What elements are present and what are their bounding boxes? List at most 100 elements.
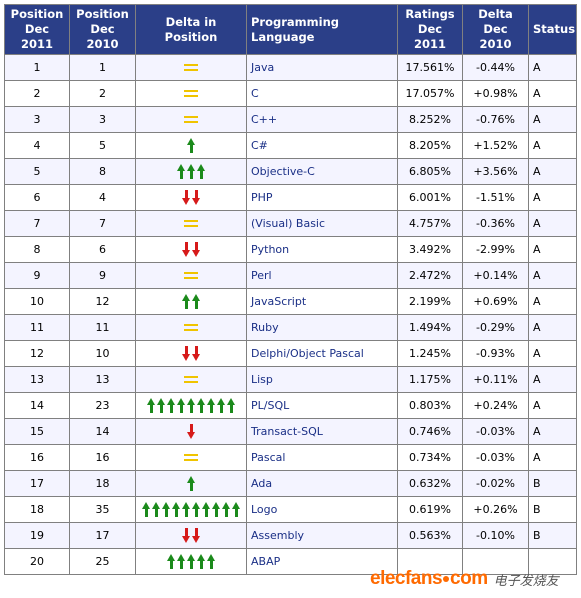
- arrow-up-icon: [166, 398, 176, 413]
- position-2010-cell: 8: [69, 158, 136, 185]
- delta-arrows: [184, 318, 198, 338]
- delta-cell: +0.26%: [462, 496, 529, 523]
- language-cell: Ruby: [246, 314, 398, 341]
- header-row: Position Dec 2011 Position Dec 2010 Delta …: [4, 4, 577, 55]
- table-row: 20 25 ABAP: [4, 548, 577, 575]
- language-cell: PL/SQL: [246, 392, 398, 419]
- table-row: 12 10 Delphi/Object Pascal 1.245% -0.93% A: [4, 340, 577, 367]
- arrow-up-icon: [186, 138, 196, 153]
- arrow-up-icon: [191, 294, 201, 309]
- position-2010-cell: 10: [69, 340, 136, 367]
- table-row: 19 17 Assembly 0.563% -0.10% B: [4, 522, 577, 549]
- delta-arrows: [181, 292, 201, 312]
- delta-position-cell: [135, 548, 247, 575]
- position-2011-cell: 18: [4, 496, 70, 523]
- rating-cell: 0.632%: [397, 470, 463, 497]
- position-2011-cell: 15: [4, 418, 70, 445]
- arrow-down-icon: [191, 346, 201, 361]
- position-2010-cell: 13: [69, 366, 136, 393]
- rating-cell: 0.803%: [397, 392, 463, 419]
- arrow-up-icon: [196, 554, 206, 569]
- delta-arrows: [146, 396, 236, 416]
- table-row: 13 13 Lisp 1.175% +0.11% A: [4, 366, 577, 393]
- arrow-down-icon: [191, 190, 201, 205]
- status-cell: B: [528, 470, 577, 497]
- arrow-up-icon: [166, 554, 176, 569]
- table-row: 17 18 Ada 0.632% -0.02% B: [4, 470, 577, 497]
- delta-arrows: [184, 84, 198, 104]
- position-2011-cell: 8: [4, 236, 70, 263]
- position-2011-cell: 14: [4, 392, 70, 419]
- delta-cell: -0.03%: [462, 418, 529, 445]
- rating-cell: 17.057%: [397, 80, 463, 107]
- rating-cell: 1.175%: [397, 366, 463, 393]
- header-ratings: Ratings Dec 2011: [397, 4, 463, 55]
- arrow-up-icon: [176, 164, 186, 179]
- table-row: 11 11 Ruby 1.494% -0.29% A: [4, 314, 577, 341]
- delta-arrows: [184, 448, 198, 468]
- arrow-down-icon: [181, 242, 191, 257]
- language-cell: Objective-C: [246, 158, 398, 185]
- delta-position-cell: [135, 158, 247, 185]
- header-position-2010: Position Dec 2010: [69, 4, 136, 55]
- position-2010-cell: 7: [69, 210, 136, 237]
- position-2011-cell: 12: [4, 340, 70, 367]
- delta-arrows: [181, 188, 201, 208]
- language-cell: ABAP: [246, 548, 398, 575]
- rating-cell: 1.245%: [397, 340, 463, 367]
- delta-cell: +1.52%: [462, 132, 529, 159]
- delta-arrows: [186, 474, 196, 494]
- position-2010-cell: 18: [69, 470, 136, 497]
- delta-arrows: [184, 110, 198, 130]
- rating-cell: 6.001%: [397, 184, 463, 211]
- language-cell: Java: [246, 54, 398, 81]
- position-2010-cell: 14: [69, 418, 136, 445]
- status-cell: A: [528, 184, 577, 211]
- position-2011-cell: 5: [4, 158, 70, 185]
- arrow-up-icon: [176, 554, 186, 569]
- delta-cell: +0.98%: [462, 80, 529, 107]
- equal-icon: [184, 116, 198, 123]
- position-2010-cell: 4: [69, 184, 136, 211]
- arrow-up-icon: [186, 164, 196, 179]
- delta-cell: +0.24%: [462, 392, 529, 419]
- arrow-down-icon: [181, 190, 191, 205]
- arrow-up-icon: [211, 502, 221, 517]
- arrow-up-icon: [206, 398, 216, 413]
- delta-cell: -0.36%: [462, 210, 529, 237]
- delta-position-cell: [135, 314, 247, 341]
- equal-icon: [184, 376, 198, 383]
- arrow-down-icon: [191, 242, 201, 257]
- position-2011-cell: 3: [4, 106, 70, 133]
- position-2010-cell: 11: [69, 314, 136, 341]
- status-cell: A: [528, 106, 577, 133]
- rating-cell: 2.199%: [397, 288, 463, 315]
- header-language: Programming Language: [246, 4, 398, 55]
- position-2010-cell: 3: [69, 106, 136, 133]
- delta-position-cell: [135, 80, 247, 107]
- arrow-up-icon: [201, 502, 211, 517]
- arrow-up-icon: [221, 502, 231, 517]
- rating-cell: 0.746%: [397, 418, 463, 445]
- equal-icon: [184, 272, 198, 279]
- language-cell: C: [246, 80, 398, 107]
- language-cell: PHP: [246, 184, 398, 211]
- rating-cell: [397, 548, 463, 575]
- arrow-up-icon: [196, 164, 206, 179]
- delta-position-cell: [135, 210, 247, 237]
- position-2011-cell: 11: [4, 314, 70, 341]
- delta-cell: +0.69%: [462, 288, 529, 315]
- status-cell: A: [528, 418, 577, 445]
- rating-cell: 1.494%: [397, 314, 463, 341]
- position-2011-cell: 6: [4, 184, 70, 211]
- position-2010-cell: 9: [69, 262, 136, 289]
- delta-cell: -0.02%: [462, 470, 529, 497]
- position-2010-cell: 6: [69, 236, 136, 263]
- delta-cell: -0.10%: [462, 522, 529, 549]
- table-row: 3 3 C++ 8.252% -0.76% A: [4, 106, 577, 133]
- position-2011-cell: 7: [4, 210, 70, 237]
- position-2011-cell: 9: [4, 262, 70, 289]
- delta-arrows: [184, 214, 198, 234]
- delta-position-cell: [135, 54, 247, 81]
- status-cell: A: [528, 444, 577, 471]
